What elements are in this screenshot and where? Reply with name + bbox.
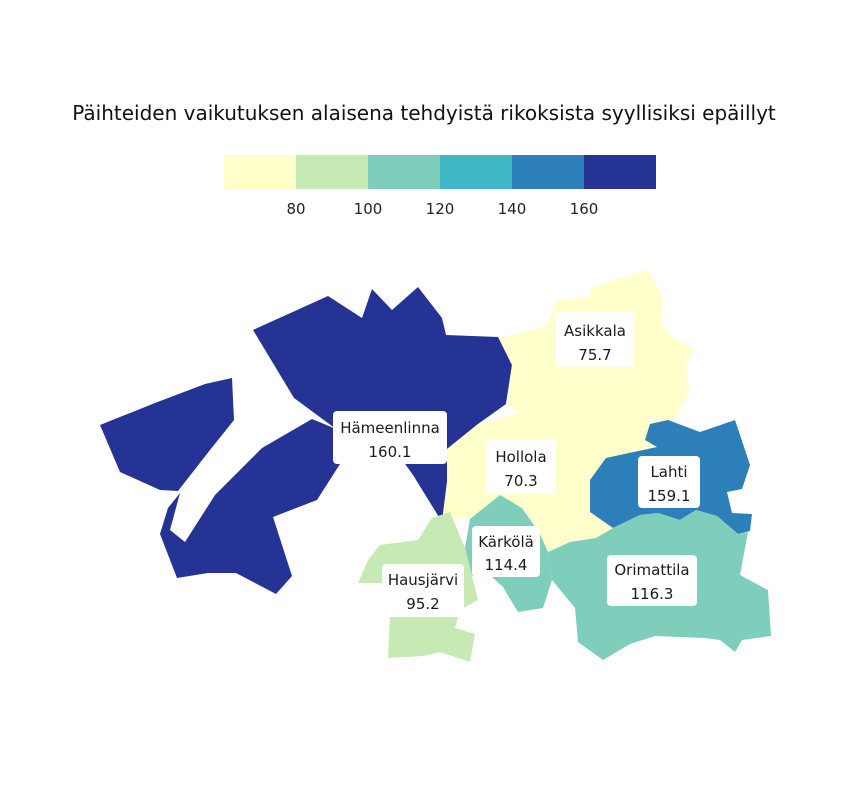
- region-label-hollola: Hollola 70.3: [486, 440, 556, 494]
- region-name: Hausjärvi: [388, 571, 458, 589]
- region-label-hausjarvi: Hausjärvi 95.2: [382, 564, 464, 617]
- region-hameenlinna-west[interactable]: [100, 378, 234, 491]
- legend-swatch-6: [584, 155, 656, 189]
- region-labels: Hämeenlinna 160.1 Asikkala 75.7 Hollola …: [333, 312, 700, 617]
- legend-swatch-2: [296, 155, 368, 189]
- legend-tick-label: 120: [426, 200, 455, 218]
- legend-tick-label: 100: [354, 200, 383, 218]
- region-value: 159.1: [648, 487, 691, 505]
- legend-swatch-5: [512, 155, 584, 189]
- map-title: Päihteiden vaikutuksen alaisena tehdyist…: [72, 101, 776, 125]
- legend-swatch-3: [368, 155, 440, 189]
- region-name: Hollola: [495, 448, 546, 466]
- region-value: 95.2: [406, 595, 439, 613]
- region-name: Kärkölä: [478, 533, 534, 551]
- region-label-hameenlinna: Hämeenlinna 160.1: [333, 411, 447, 464]
- region-value: 114.4: [485, 556, 528, 574]
- region-value: 160.1: [369, 443, 412, 461]
- region-value: 75.7: [578, 346, 611, 364]
- legend-tick-label: 80: [286, 200, 305, 218]
- region-label-orimattila: Orimattila 116.3: [607, 555, 697, 606]
- region-label-asikkala: Asikkala 75.7: [556, 312, 634, 367]
- legend-swatch-1: [224, 155, 296, 189]
- region-name: Asikkala: [564, 322, 626, 340]
- region-name: Lahti: [650, 463, 687, 481]
- region-value: 70.3: [504, 472, 537, 490]
- region-name: Hämeenlinna: [340, 419, 440, 437]
- region-value: 116.3: [631, 585, 674, 603]
- legend-swatch-4: [440, 155, 512, 189]
- legend-tick-label: 160: [570, 200, 599, 218]
- region-hollola[interactable]: [442, 398, 675, 552]
- region-name: Orimattila: [614, 561, 689, 579]
- legend-tick-label: 140: [498, 200, 527, 218]
- region-label-karkola: Kärkölä 114.4: [472, 526, 540, 577]
- legend: 80 100 120 140 160: [224, 155, 656, 218]
- region-label-lahti: Lahti 159.1: [638, 456, 700, 508]
